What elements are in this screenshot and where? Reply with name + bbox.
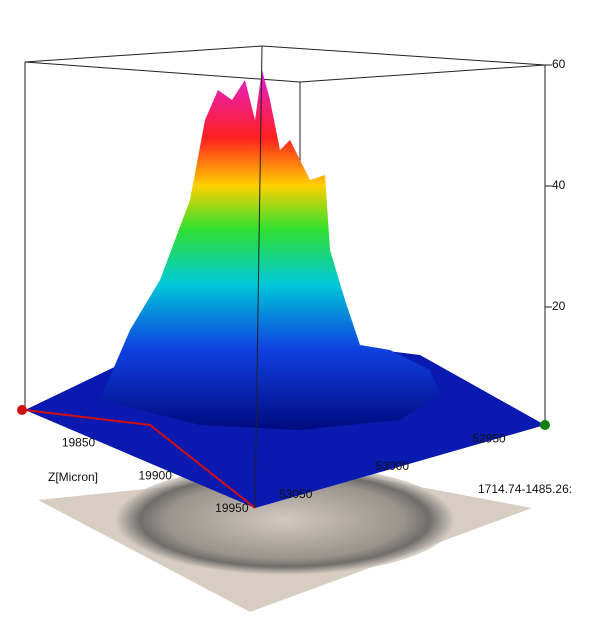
box-edge <box>299 64 546 83</box>
x-tick-label: 19950 <box>215 501 249 515</box>
y-tick-label: 53000 <box>376 459 410 473</box>
surface <box>100 70 440 430</box>
box-edge <box>261 45 546 66</box>
surface-edge <box>24 409 256 509</box>
box-edge <box>254 45 263 509</box>
corner-marker <box>17 405 27 415</box>
corner-marker <box>540 420 550 430</box>
x-tick-label: 19900 <box>139 468 173 482</box>
z-tick-label: 20 <box>552 299 566 313</box>
x-tick-label: 19850 <box>62 436 96 450</box>
box-edge <box>24 45 263 63</box>
y-tick-label: 53050 <box>279 487 313 501</box>
z-tick-label: 40 <box>552 178 566 192</box>
z-axis-label: Z[Micron] <box>48 470 98 484</box>
image-sample <box>115 465 455 575</box>
z-tick-label: 60 <box>552 57 566 71</box>
box-edge <box>24 61 301 83</box>
y-tick-label: 52950 <box>472 432 506 446</box>
annotation: 1714.74-1485.26: <box>478 482 572 496</box>
